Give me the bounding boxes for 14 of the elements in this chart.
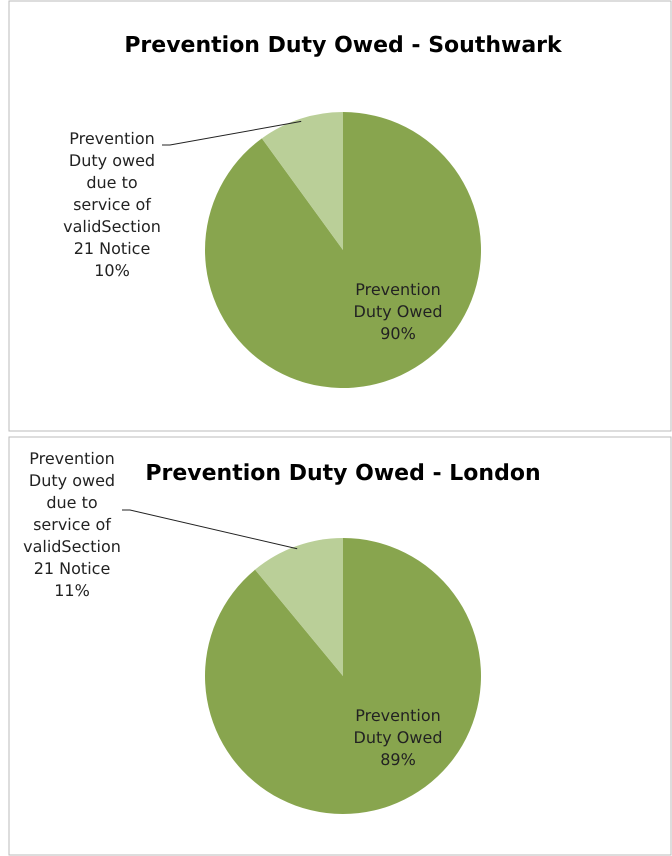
slice-label: Prevention Duty Owed xyxy=(354,280,442,321)
pie-slice xyxy=(262,112,343,250)
data-label: 10% xyxy=(94,261,130,280)
pie-slice xyxy=(255,538,343,676)
data-label: 11% xyxy=(54,581,90,600)
data-label: 89% xyxy=(380,750,416,769)
slice-label: Prevention Duty Owed xyxy=(354,706,442,747)
pie-slice xyxy=(205,538,481,814)
slice-label: Prevention Duty owed due to service of validSection 21 Notice xyxy=(63,129,161,258)
chart-title: Prevention Duty Owed - Southwark xyxy=(124,33,564,58)
pie-slice xyxy=(205,112,481,388)
data-label: 90% xyxy=(380,324,416,343)
chart-title: Prevention Duty Owed - London xyxy=(145,461,541,486)
slice-label: Prevention Duty owed due to service of validSection 21 Notice xyxy=(23,449,121,578)
